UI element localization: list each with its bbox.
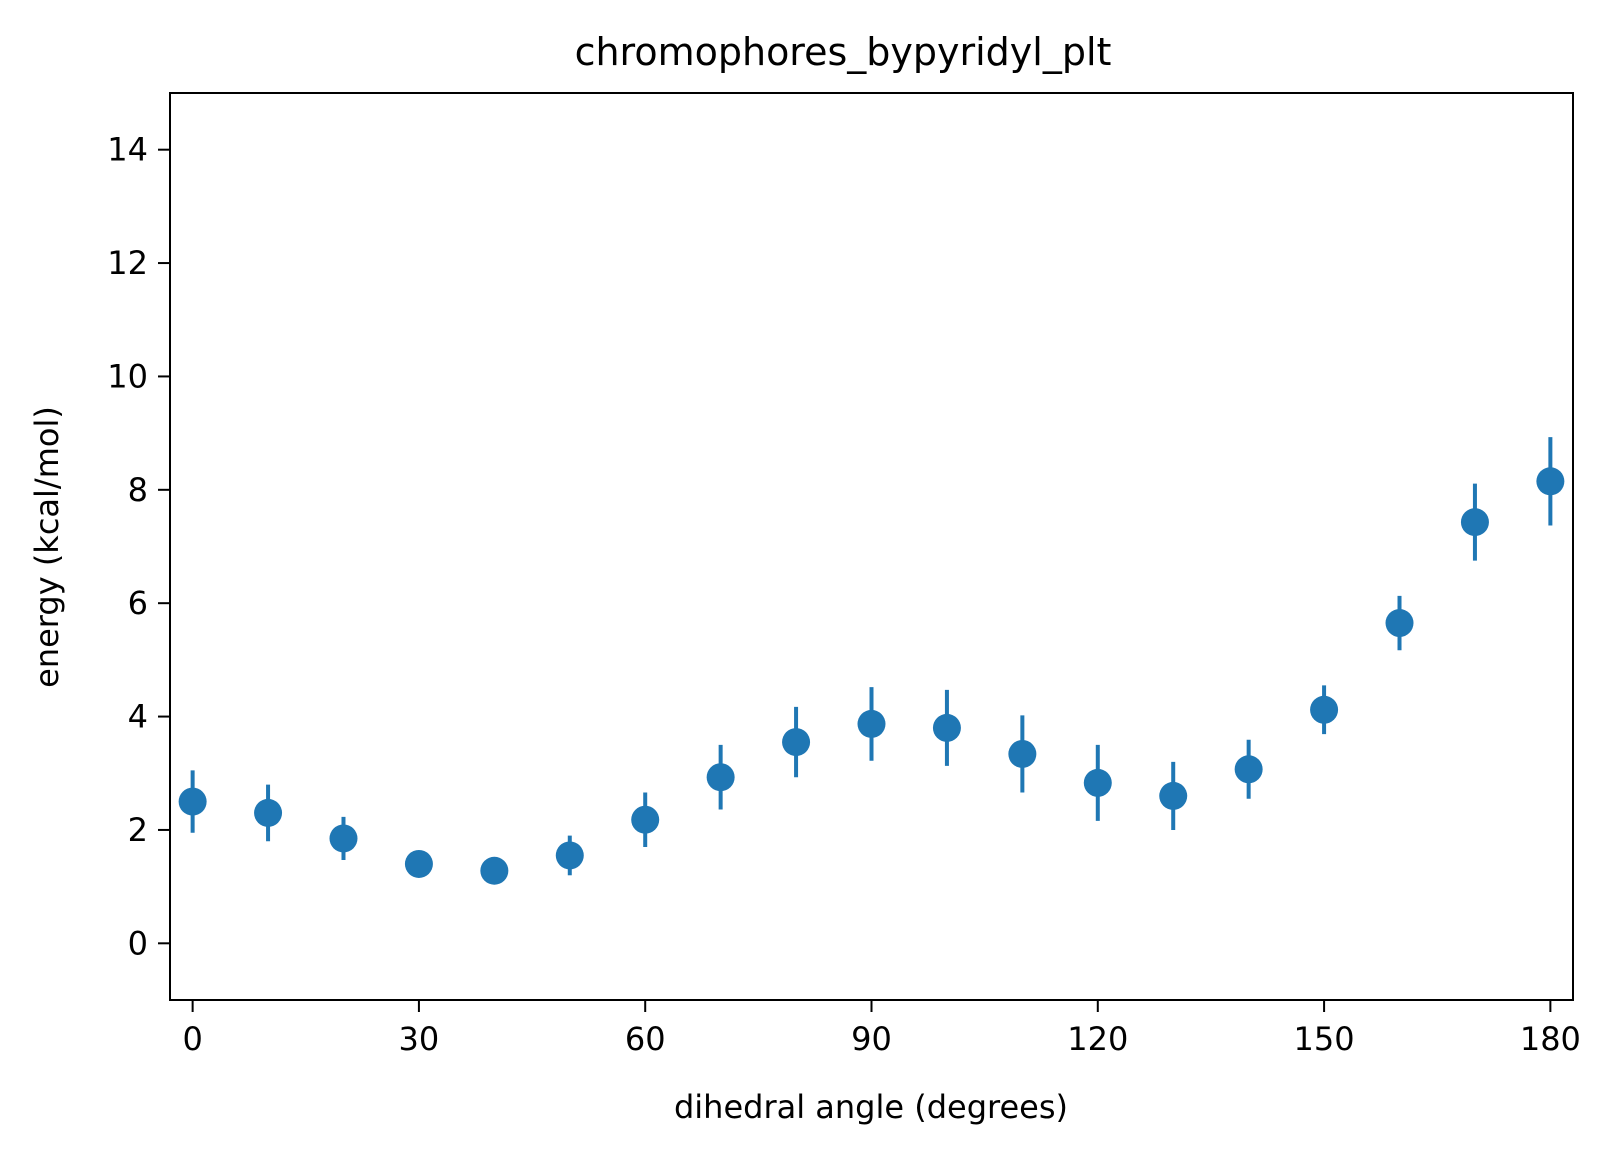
y-tick-label: 4	[128, 698, 148, 736]
data-point	[254, 798, 283, 827]
y-tick-label: 6	[128, 584, 148, 622]
data-point	[1460, 508, 1489, 537]
x-tick-label: 0	[182, 1020, 202, 1058]
data-point	[1310, 695, 1339, 724]
data-point	[857, 709, 886, 738]
x-axis-label: dihedral angle (degrees)	[674, 1088, 1068, 1126]
x-tick-label: 180	[1520, 1020, 1581, 1058]
y-tick-label: 12	[107, 244, 148, 282]
chart-title: chromophores_bypyridyl_plt	[575, 30, 1112, 74]
y-tick-label: 2	[128, 811, 148, 849]
data-point	[782, 728, 811, 757]
data-point	[1385, 609, 1414, 638]
data-point	[932, 713, 961, 742]
y-tick-label: 10	[107, 357, 148, 395]
data-point	[178, 787, 207, 816]
data-point	[1159, 781, 1188, 810]
data-point	[631, 805, 660, 834]
x-axis-ticks: 0 30 60 90 120 150 180	[182, 1000, 1581, 1058]
y-tick-label: 14	[107, 131, 148, 169]
y-axis-ticks: 0 2 4 6 8 10 12 14	[107, 131, 170, 962]
x-tick-label: 30	[399, 1020, 440, 1058]
data-point	[555, 841, 584, 870]
x-tick-label: 90	[851, 1020, 892, 1058]
data-point	[1008, 739, 1037, 768]
data-point	[706, 763, 735, 792]
y-tick-label: 8	[128, 471, 148, 509]
data-point	[1083, 768, 1112, 797]
data-point	[1234, 755, 1263, 784]
plot-frame	[169, 92, 1574, 1001]
y-axis-label: energy (kcal/mol)	[28, 406, 66, 688]
x-tick-label: 120	[1067, 1020, 1128, 1058]
y-tick-label: 0	[128, 924, 148, 962]
data-point	[1536, 467, 1565, 496]
x-tick-label: 60	[625, 1020, 666, 1058]
data-point	[329, 824, 358, 853]
data-point	[480, 856, 509, 885]
x-tick-label: 150	[1294, 1020, 1355, 1058]
data-point	[404, 849, 433, 878]
data-points	[178, 467, 1565, 885]
